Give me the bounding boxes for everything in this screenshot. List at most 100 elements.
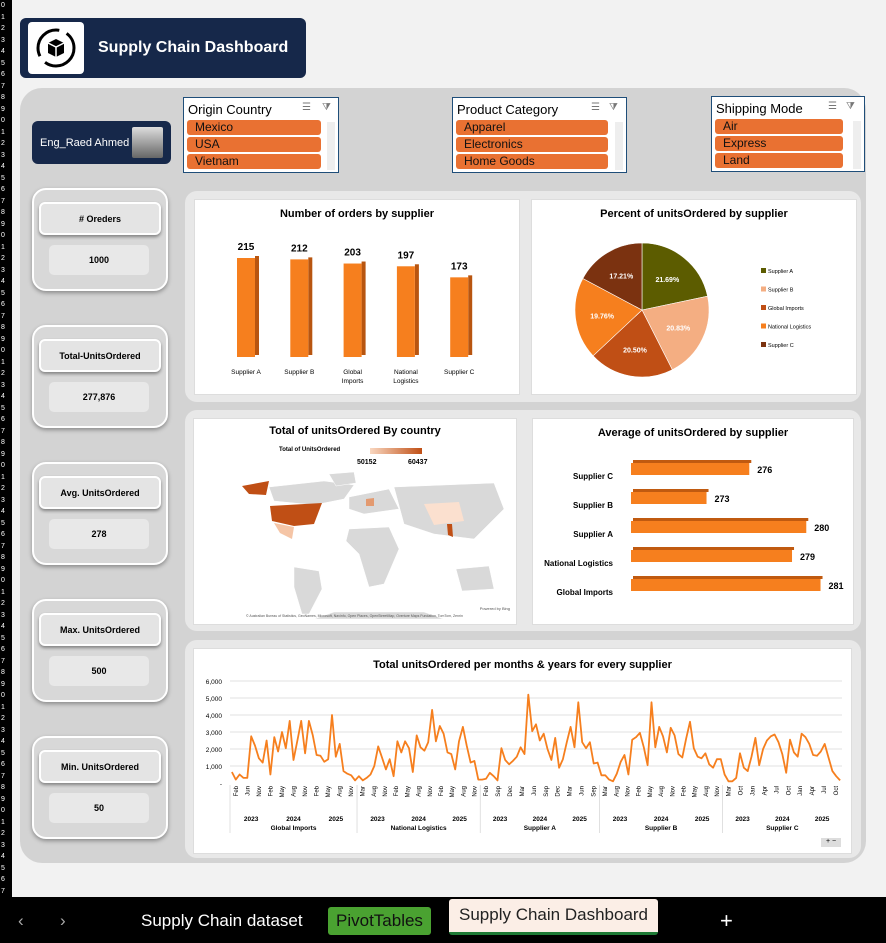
x-month-label: Aug: [659, 786, 665, 797]
pie-data-label: 20.50%: [623, 348, 648, 355]
tab-supply-chain-dataset[interactable]: Supply Chain dataset: [141, 911, 303, 930]
x-month-label: Feb: [681, 785, 687, 796]
slicer-product-category[interactable]: Product Category ☰ ⧩ Apparel Electronics …: [452, 97, 627, 173]
scrollbar[interactable]: [615, 122, 623, 170]
x-year-label: 2024: [654, 816, 669, 823]
x-group-label: Supplier C: [766, 825, 799, 832]
x-month-label: Aug: [461, 786, 467, 797]
bar: [631, 579, 821, 591]
multi-select-icon[interactable]: ☰: [302, 102, 311, 113]
slicer-shipping-mode[interactable]: Shipping Mode ☰ ⧩ Air Express Land: [711, 96, 865, 172]
pie-slice: [592, 309, 673, 378]
x-month-label: Nov: [383, 786, 389, 797]
x-month-label: Nov: [670, 786, 676, 797]
x-year-label: 2023: [370, 816, 385, 823]
multi-select-icon[interactable]: ☰: [591, 102, 600, 113]
x-tick-label: Supplier A: [231, 369, 261, 376]
map-south-america: [293, 566, 323, 615]
map-greenland: [328, 471, 357, 487]
kpi-card-total-units: Total-UnitsOrdered 277,876: [32, 325, 168, 428]
slicer-item[interactable]: Electronics: [456, 137, 608, 152]
kpi-label: Total-UnitsOrdered: [39, 339, 161, 372]
slicer-origin-country[interactable]: Origin Country ☰ ⧩ Mexico USA Vietnam: [183, 97, 339, 173]
bar: [343, 263, 362, 357]
clear-filter-icon[interactable]: ⧩: [609, 102, 618, 113]
map-legend-max: 60437: [408, 459, 428, 466]
x-tick-label: National: [394, 369, 418, 376]
clear-filter-icon[interactable]: ⧩: [322, 102, 331, 113]
bar: [290, 259, 309, 357]
slicer-item[interactable]: Vietnam: [187, 154, 321, 169]
x-year-label: 2024: [286, 816, 301, 823]
slicer-item[interactable]: Air: [715, 119, 843, 134]
y-tick-label: Supplier A: [573, 530, 613, 539]
x-month-label: Nov: [626, 786, 632, 797]
x-month-label: Jun: [245, 786, 251, 796]
x-month-label: Apr: [810, 786, 816, 795]
x-year-label: 2023: [735, 816, 750, 823]
x-month-label: Feb: [637, 785, 643, 796]
kpi-value: 500: [49, 656, 149, 686]
clear-filter-icon[interactable]: ⧩: [846, 101, 855, 112]
bar-data-label: 215: [238, 242, 255, 253]
pie-slice: [574, 278, 643, 357]
x-month-label: Feb: [315, 785, 321, 796]
map-mexico: [274, 523, 294, 539]
tab-supply-chain-dashboard[interactable]: Supply Chain Dashboard: [449, 899, 659, 935]
x-month-label: May: [326, 786, 332, 797]
x-month-label: Nov: [715, 786, 721, 797]
scrollbar[interactable]: [327, 122, 335, 170]
x-month-label: Feb: [234, 785, 240, 796]
x-year-label: 2025: [572, 816, 587, 823]
slicer-item[interactable]: Mexico: [187, 120, 321, 135]
bar-top: [633, 518, 809, 521]
slicer-item[interactable]: Home Goods: [456, 154, 608, 169]
expand-collapse-buttons[interactable]: + −: [821, 838, 841, 847]
map-vietnam: [447, 524, 453, 537]
kpi-value: 278: [49, 519, 149, 549]
x-year-label: 2023: [613, 816, 628, 823]
author-name: Eng_Raed Ahmed: [40, 136, 130, 149]
world-map[interactable]: [194, 469, 518, 619]
map-canada: [268, 480, 355, 506]
tab-pivottables[interactable]: PivotTables: [328, 907, 431, 935]
pie-data-label: 21.69%: [655, 277, 680, 284]
bar-data-label: 212: [291, 243, 308, 254]
x-month-label: Nov: [303, 786, 309, 797]
scrollbar[interactable]: [853, 121, 861, 169]
x-group-label: Supplier B: [645, 825, 678, 832]
prev-sheet-button[interactable]: ‹: [18, 911, 24, 930]
x-tick-label: Supplier B: [284, 369, 314, 376]
x-month-label: Nov: [257, 786, 263, 797]
bar: [631, 492, 707, 504]
units-by-country-map: Total of unitsOrdered By country Total o…: [193, 418, 517, 625]
slicer-item[interactable]: USA: [187, 137, 321, 152]
slicer-item[interactable]: Express: [715, 136, 843, 151]
x-month-label: Oct: [834, 786, 840, 796]
x-month-label: Nov: [428, 786, 434, 797]
map-credit: © Australian Bureau of Statistics, GeoNa…: [246, 614, 463, 618]
add-sheet-button[interactable]: +: [720, 908, 733, 933]
kpi-card-min-units: Min. UnitsOrdered 50: [32, 736, 168, 839]
bar-data-label: 273: [715, 494, 730, 504]
x-month-label: Mar: [727, 786, 733, 796]
avatar: [132, 127, 163, 158]
x-year-label: 2025: [452, 816, 467, 823]
y-tick-label: Supplier B: [573, 501, 613, 510]
avg-units-by-supplier-chart: Average of unitsOrdered by supplier 276 S…: [532, 418, 854, 625]
x-month-label: Aug: [614, 786, 620, 797]
line-series: [231, 693, 841, 783]
slicer-title: Shipping Mode: [716, 100, 803, 116]
kpi-value: 1000: [49, 245, 149, 275]
x-month-label: Oct: [786, 786, 792, 796]
map-australia: [455, 565, 495, 592]
map-legend-min: 50152: [357, 459, 377, 466]
x-month-label: May: [693, 786, 699, 797]
x-tick-label: Logistics: [393, 378, 419, 385]
slicer-item[interactable]: Apparel: [456, 120, 608, 135]
multi-select-icon[interactable]: ☰: [828, 101, 837, 112]
slicer-item[interactable]: Land: [715, 153, 843, 168]
x-month-label: Feb: [268, 785, 274, 796]
kpi-card-max-units: Max. UnitsOrdered 500: [32, 599, 168, 702]
next-sheet-button[interactable]: ›: [60, 911, 66, 930]
